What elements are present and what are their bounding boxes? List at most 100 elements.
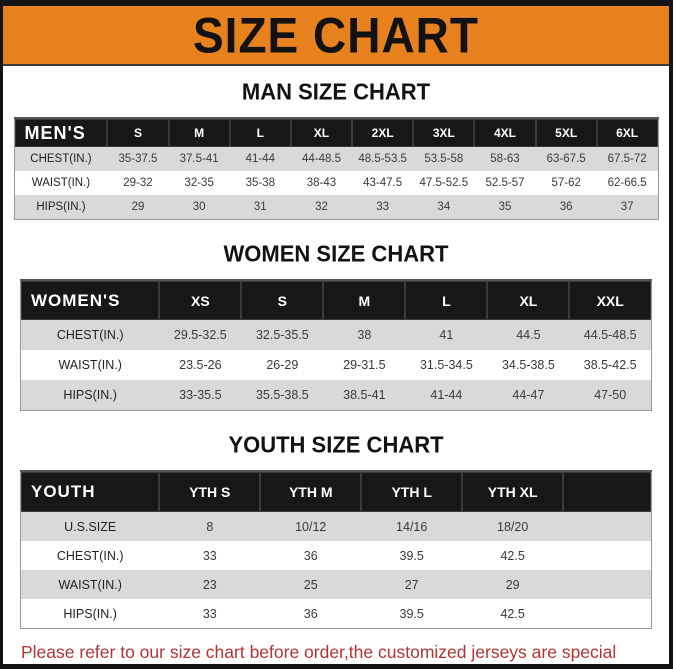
size-cell: 26-29 xyxy=(266,358,299,372)
size-cell: 29 xyxy=(131,201,145,213)
row-label: HIPS(IN.) xyxy=(63,606,117,621)
row-label: HIPS(IN.) xyxy=(63,388,117,402)
row-label: CHEST(IN.) xyxy=(56,548,124,563)
size-cell: 58-63 xyxy=(490,153,520,165)
row-label: WAIST(IN.) xyxy=(58,577,122,592)
size-cell: 37 xyxy=(620,201,634,213)
youth-size-col-header: YTH L xyxy=(361,471,463,512)
size-cell: 36 xyxy=(303,606,318,621)
size-cell: 27 xyxy=(404,577,419,592)
size-cell: 44.5-48.5 xyxy=(583,328,637,342)
men-size-col-header: 4XL xyxy=(474,118,536,147)
men-table-title: MEN'S xyxy=(14,118,108,147)
women-size-col-header: XL xyxy=(487,280,570,320)
size-cell: 23.5-26 xyxy=(179,358,222,372)
size-cell: 33-35.5 xyxy=(179,388,222,402)
men-size-col-header: 2XL xyxy=(352,118,414,147)
size-cell: 43-47.5 xyxy=(363,177,403,189)
women-waist-row: WAIST(IN.) 23.5-26 26-29 29-31.5 31.5-34… xyxy=(20,350,652,380)
women-size-col-header: M xyxy=(323,280,406,320)
size-cell: 52.5-57 xyxy=(485,177,525,189)
size-cell: 44-48.5 xyxy=(301,153,341,165)
order-policy-note: Please refer to our size chart before or… xyxy=(3,639,669,664)
women-hips-row: HIPS(IN.) 33-35.5 35.5-38.5 38.5-41 41-4… xyxy=(20,380,652,411)
size-cell: 8 xyxy=(206,519,214,534)
youth-header-row: YOUTH YTH S YTH M YTH L YTH XL xyxy=(20,471,652,512)
men-header-row: MEN'S S M L XL 2XL 3XL 4XL 5XL 6XL xyxy=(14,118,658,147)
row-label: U.S.SIZE xyxy=(64,519,117,534)
size-cell: 44-47 xyxy=(512,388,545,402)
size-cell: 38 xyxy=(357,328,372,342)
size-cell: 32 xyxy=(315,201,328,213)
row-label: WAIST(IN.) xyxy=(31,177,91,189)
size-cell: 31.5-34.5 xyxy=(419,358,473,372)
size-cell: 47.5-52.5 xyxy=(419,177,469,189)
size-cell: 35 xyxy=(498,201,512,213)
size-cell: 35-38 xyxy=(245,177,276,189)
size-cell: 29-31.5 xyxy=(343,358,386,372)
size-cell: 42.5 xyxy=(500,606,525,621)
women-size-col-header: XS xyxy=(159,280,242,320)
size-cell: 32.5-35.5 xyxy=(255,328,309,342)
size-cell: 35.5-38.5 xyxy=(255,388,309,402)
size-cell: 47-50 xyxy=(594,388,627,402)
size-cell: 48.5-53.5 xyxy=(358,153,407,165)
size-cell: 41-44 xyxy=(430,388,463,402)
size-cell: 39.5 xyxy=(399,548,424,563)
youth-section-heading: YOUTH SIZE CHART xyxy=(228,431,444,458)
youth-hips-row: HIPS(IN.) 33 36 39.5 42.5 xyxy=(20,599,652,629)
empty-cell xyxy=(563,570,651,599)
women-table-title: WOMEN'S xyxy=(20,280,160,320)
youth-size-col-header: YTH S xyxy=(159,471,261,512)
men-size-col-header: M xyxy=(168,118,230,147)
size-cell: 42.5 xyxy=(500,548,525,563)
youth-ussize-row: U.S.SIZE 8 10/12 14/16 18/20 xyxy=(20,512,652,541)
men-size-col-header: XL xyxy=(290,118,353,147)
women-chest-row: CHEST(IN.) 29.5-32.5 32.5-35.5 38 41 44.… xyxy=(20,320,652,350)
size-cell: 18/20 xyxy=(497,519,529,534)
size-cell: 14/16 xyxy=(396,519,428,534)
empty-cell xyxy=(563,599,651,629)
men-size-col-header: L xyxy=(229,118,291,147)
size-cell: 29-32 xyxy=(123,177,153,189)
size-cell: 35-37.5 xyxy=(118,153,158,165)
size-cell: 25 xyxy=(303,577,318,592)
size-cell: 38.5-42.5 xyxy=(583,358,637,372)
size-cell: 41 xyxy=(439,328,454,342)
size-cell: 38.5-41 xyxy=(343,388,386,402)
men-size-col-header: S xyxy=(107,118,169,147)
size-cell: 34.5-38.5 xyxy=(501,358,555,372)
empty-header-cell xyxy=(563,471,652,512)
size-cell: 41-44 xyxy=(245,153,276,165)
men-size-col-header: 6XL xyxy=(596,118,658,147)
size-cell: 44.5 xyxy=(516,328,541,342)
size-cell: 53.5-58 xyxy=(424,153,464,165)
youth-size-table: YOUTH YTH S YTH M YTH L YTH XL U.S.SIZE … xyxy=(20,470,652,629)
youth-chest-row: CHEST(IN.) 33 36 39.5 42.5 xyxy=(20,541,652,570)
empty-cell xyxy=(563,541,651,570)
men-chest-row: CHEST(IN.) 35-37.5 37.5-41 41-44 44-48.5… xyxy=(14,147,658,171)
men-hips-row: HIPS(IN.) 29 30 31 32 33 34 35 36 37 xyxy=(14,195,658,220)
size-cell: 31 xyxy=(253,201,267,213)
women-size-col-header: L xyxy=(405,280,488,320)
size-cell: 34 xyxy=(437,201,451,213)
row-label: CHEST(IN.) xyxy=(30,153,92,165)
size-cell: 39.5 xyxy=(399,606,424,621)
size-cell: 36 xyxy=(559,201,573,213)
size-cell: 63-67.5 xyxy=(546,153,586,165)
size-cell: 36 xyxy=(303,548,318,563)
title-banner: SIZE CHART xyxy=(3,6,669,66)
row-label: HIPS(IN.) xyxy=(36,201,86,213)
empty-cell xyxy=(563,512,651,541)
size-cell: 38-43 xyxy=(306,177,337,189)
size-cell: 33 xyxy=(376,201,390,213)
men-size-table: MEN'S S M L XL 2XL 3XL 4XL 5XL 6XL CHEST… xyxy=(13,117,659,220)
women-size-table: WOMEN'S XS S M L XL XXL CHEST(IN.) 29.5-… xyxy=(20,279,652,411)
row-label: CHEST(IN.) xyxy=(56,328,124,342)
youth-waist-row: WAIST(IN.) 23 25 27 29 xyxy=(20,570,652,599)
size-cell: 33 xyxy=(202,606,217,621)
size-cell: 33 xyxy=(202,548,217,563)
order-policy-line1: Please refer to our size chart before or… xyxy=(21,642,617,662)
men-section-heading: MAN SIZE CHART xyxy=(241,78,431,105)
